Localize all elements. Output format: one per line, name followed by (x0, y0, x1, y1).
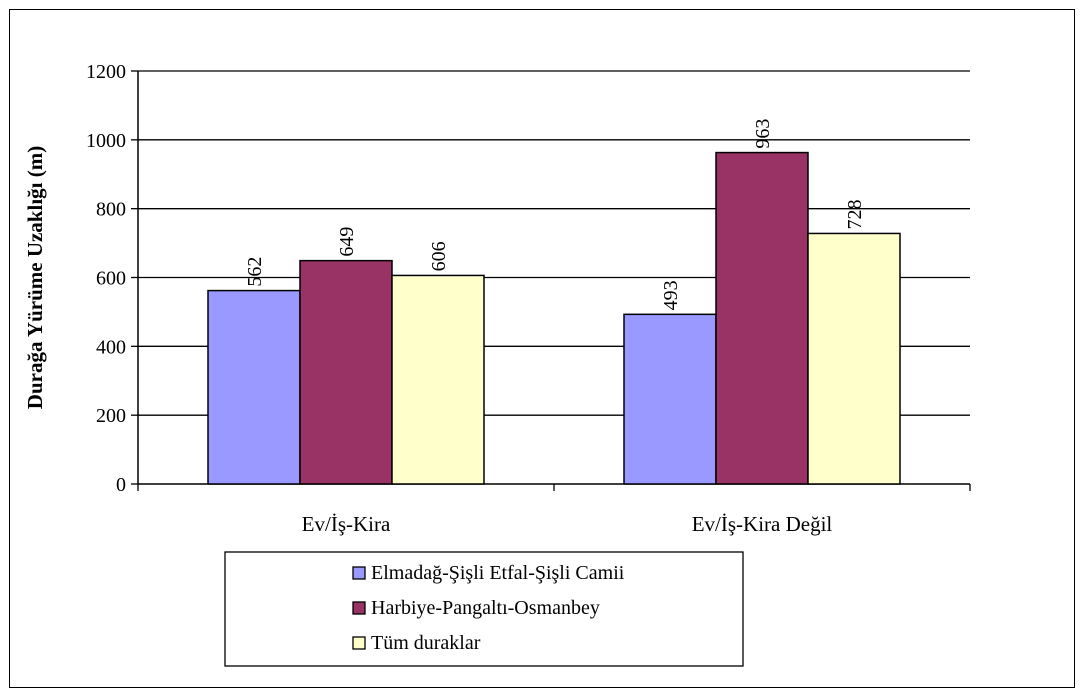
legend-swatch (352, 566, 366, 580)
y-tick-label: 1000 (86, 130, 126, 152)
legend-label: Elmadağ-Şişli Etfal-Şişli Camii (371, 562, 625, 584)
data-label: 606 (428, 241, 450, 271)
x-category-label: Ev/İş-Kira (302, 512, 391, 536)
data-label: 963 (752, 119, 774, 149)
legend-swatch (352, 636, 366, 650)
y-tick-label: 200 (96, 405, 126, 427)
data-label: 493 (660, 280, 682, 310)
y-tick-label: 400 (96, 336, 126, 358)
data-label: 728 (844, 199, 866, 229)
bar (623, 313, 717, 485)
bar (299, 259, 393, 485)
bar (715, 151, 809, 485)
bar (391, 274, 485, 485)
y-tick-label: 800 (96, 199, 126, 221)
y-tick-label: 1200 (86, 61, 126, 83)
legend-box (224, 551, 744, 667)
x-category-label: Ev/İş-Kira Değil (692, 512, 833, 536)
y-tick-label: 0 (116, 474, 126, 496)
y-tick-label: 600 (96, 268, 126, 290)
bar (807, 232, 901, 485)
data-label: 562 (244, 257, 266, 287)
legend-label: Harbiye-Pangaltı-Osmanbey (371, 597, 600, 619)
bar (207, 289, 301, 485)
data-label: 649 (336, 227, 358, 257)
legend-label: Tüm duraklar (371, 632, 481, 654)
legend-swatch (352, 601, 366, 615)
y-axis-title: Durağa Yürüme Uzaklığı (m) (23, 146, 47, 409)
